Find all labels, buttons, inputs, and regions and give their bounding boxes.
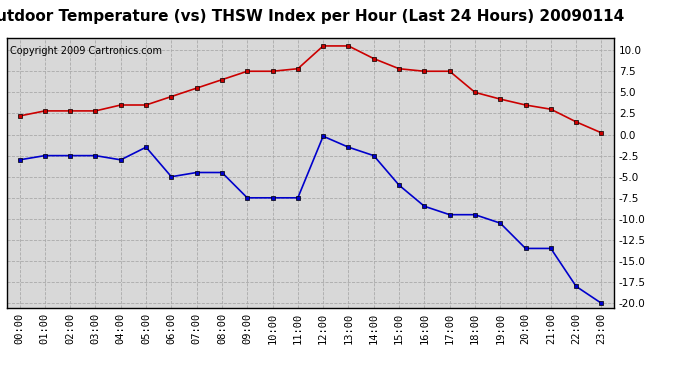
Text: Outdoor Temperature (vs) THSW Index per Hour (Last 24 Hours) 20090114: Outdoor Temperature (vs) THSW Index per … xyxy=(0,9,624,24)
Text: Copyright 2009 Cartronics.com: Copyright 2009 Cartronics.com xyxy=(10,46,162,56)
